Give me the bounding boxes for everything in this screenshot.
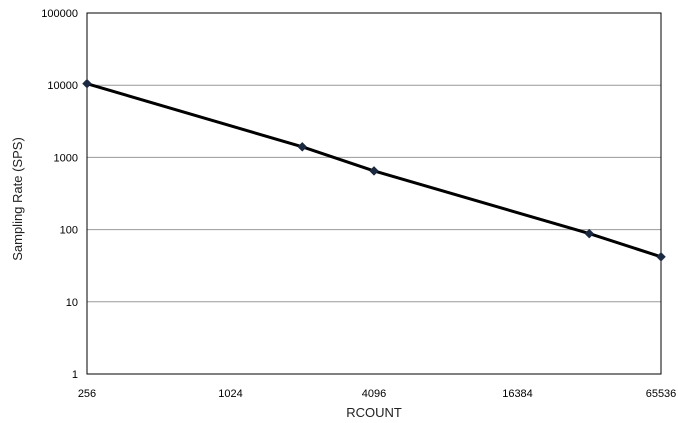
- series-markers: [82, 78, 666, 262]
- y-tick-label-10: 10: [66, 297, 78, 309]
- x-tick-label-65536: 65536: [646, 388, 677, 400]
- y-tick-label-1: 1: [72, 369, 78, 381]
- x-axis-ticks: 256 1024 4096 16384 65536: [78, 388, 676, 400]
- x-tick-label-16384: 16384: [502, 388, 533, 400]
- y-tick-label-100: 100: [60, 225, 78, 237]
- data-point-4096: [369, 166, 379, 176]
- y-tick-label-10000: 10000: [47, 80, 78, 92]
- data-point-256: [82, 78, 92, 89]
- plot-area: [86, 12, 662, 375]
- data-point-2048: [297, 141, 308, 152]
- y-axis-ticks: 1 10 100 1000 10000 100000: [41, 8, 78, 381]
- y-axis-title: Sampling Rate (SPS): [10, 137, 25, 261]
- y-tick-label-1000: 1000: [54, 152, 78, 164]
- data-point-32768: [584, 228, 595, 239]
- x-tick-label-1024: 1024: [218, 388, 242, 400]
- y-tick-label-100000: 100000: [41, 8, 78, 20]
- x-tick-label-4096: 4096: [362, 388, 386, 400]
- x-tick-label-256: 256: [78, 388, 96, 400]
- x-axis-title: RCOUNT: [346, 405, 402, 420]
- grid-lines: [87, 84, 661, 303]
- data-point-65536: [656, 251, 666, 262]
